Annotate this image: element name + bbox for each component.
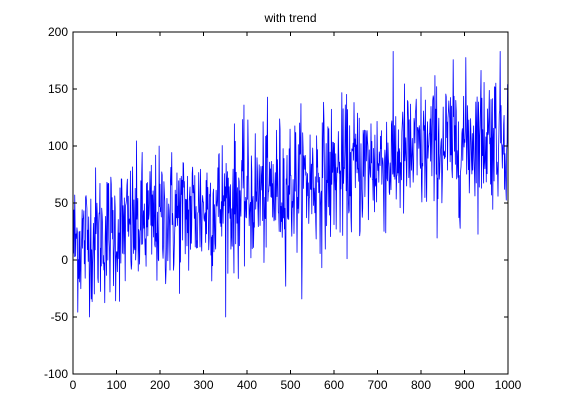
y-tick-label: 150 [48,82,68,96]
x-tick-label: 900 [454,378,474,392]
series-line [73,50,509,318]
axes-background [73,32,508,374]
x-tick-label: 800 [411,378,431,392]
y-tick-label: 100 [48,139,68,153]
chart-title: with trend [263,11,316,25]
plot-area: 0 100 200 300 400 500 600 700 800 900 1000 -100 -50 0… [44,25,522,392]
ticks-layer: 0 100 200 300 400 500 600 700 800 900 1000 -100 -50 0… [44,25,522,392]
x-tick-label: 700 [367,378,387,392]
x-tick-label: 1000 [495,378,522,392]
y-tick-label: 200 [48,25,68,39]
y-tick-label: 50 [55,196,69,210]
y-tick-label: 0 [61,253,68,267]
x-tick-label: 0 [70,378,77,392]
y-tick-label: -50 [51,310,69,324]
x-tick-label: 600 [324,378,344,392]
x-tick-label: 400 [237,378,257,392]
series-layer [73,50,509,318]
x-tick-label: 500 [280,378,300,392]
x-tick-label: 300 [193,378,213,392]
x-tick-label: 200 [150,378,170,392]
y-tick-label: -100 [44,367,68,381]
x-tick-label: 100 [106,378,126,392]
